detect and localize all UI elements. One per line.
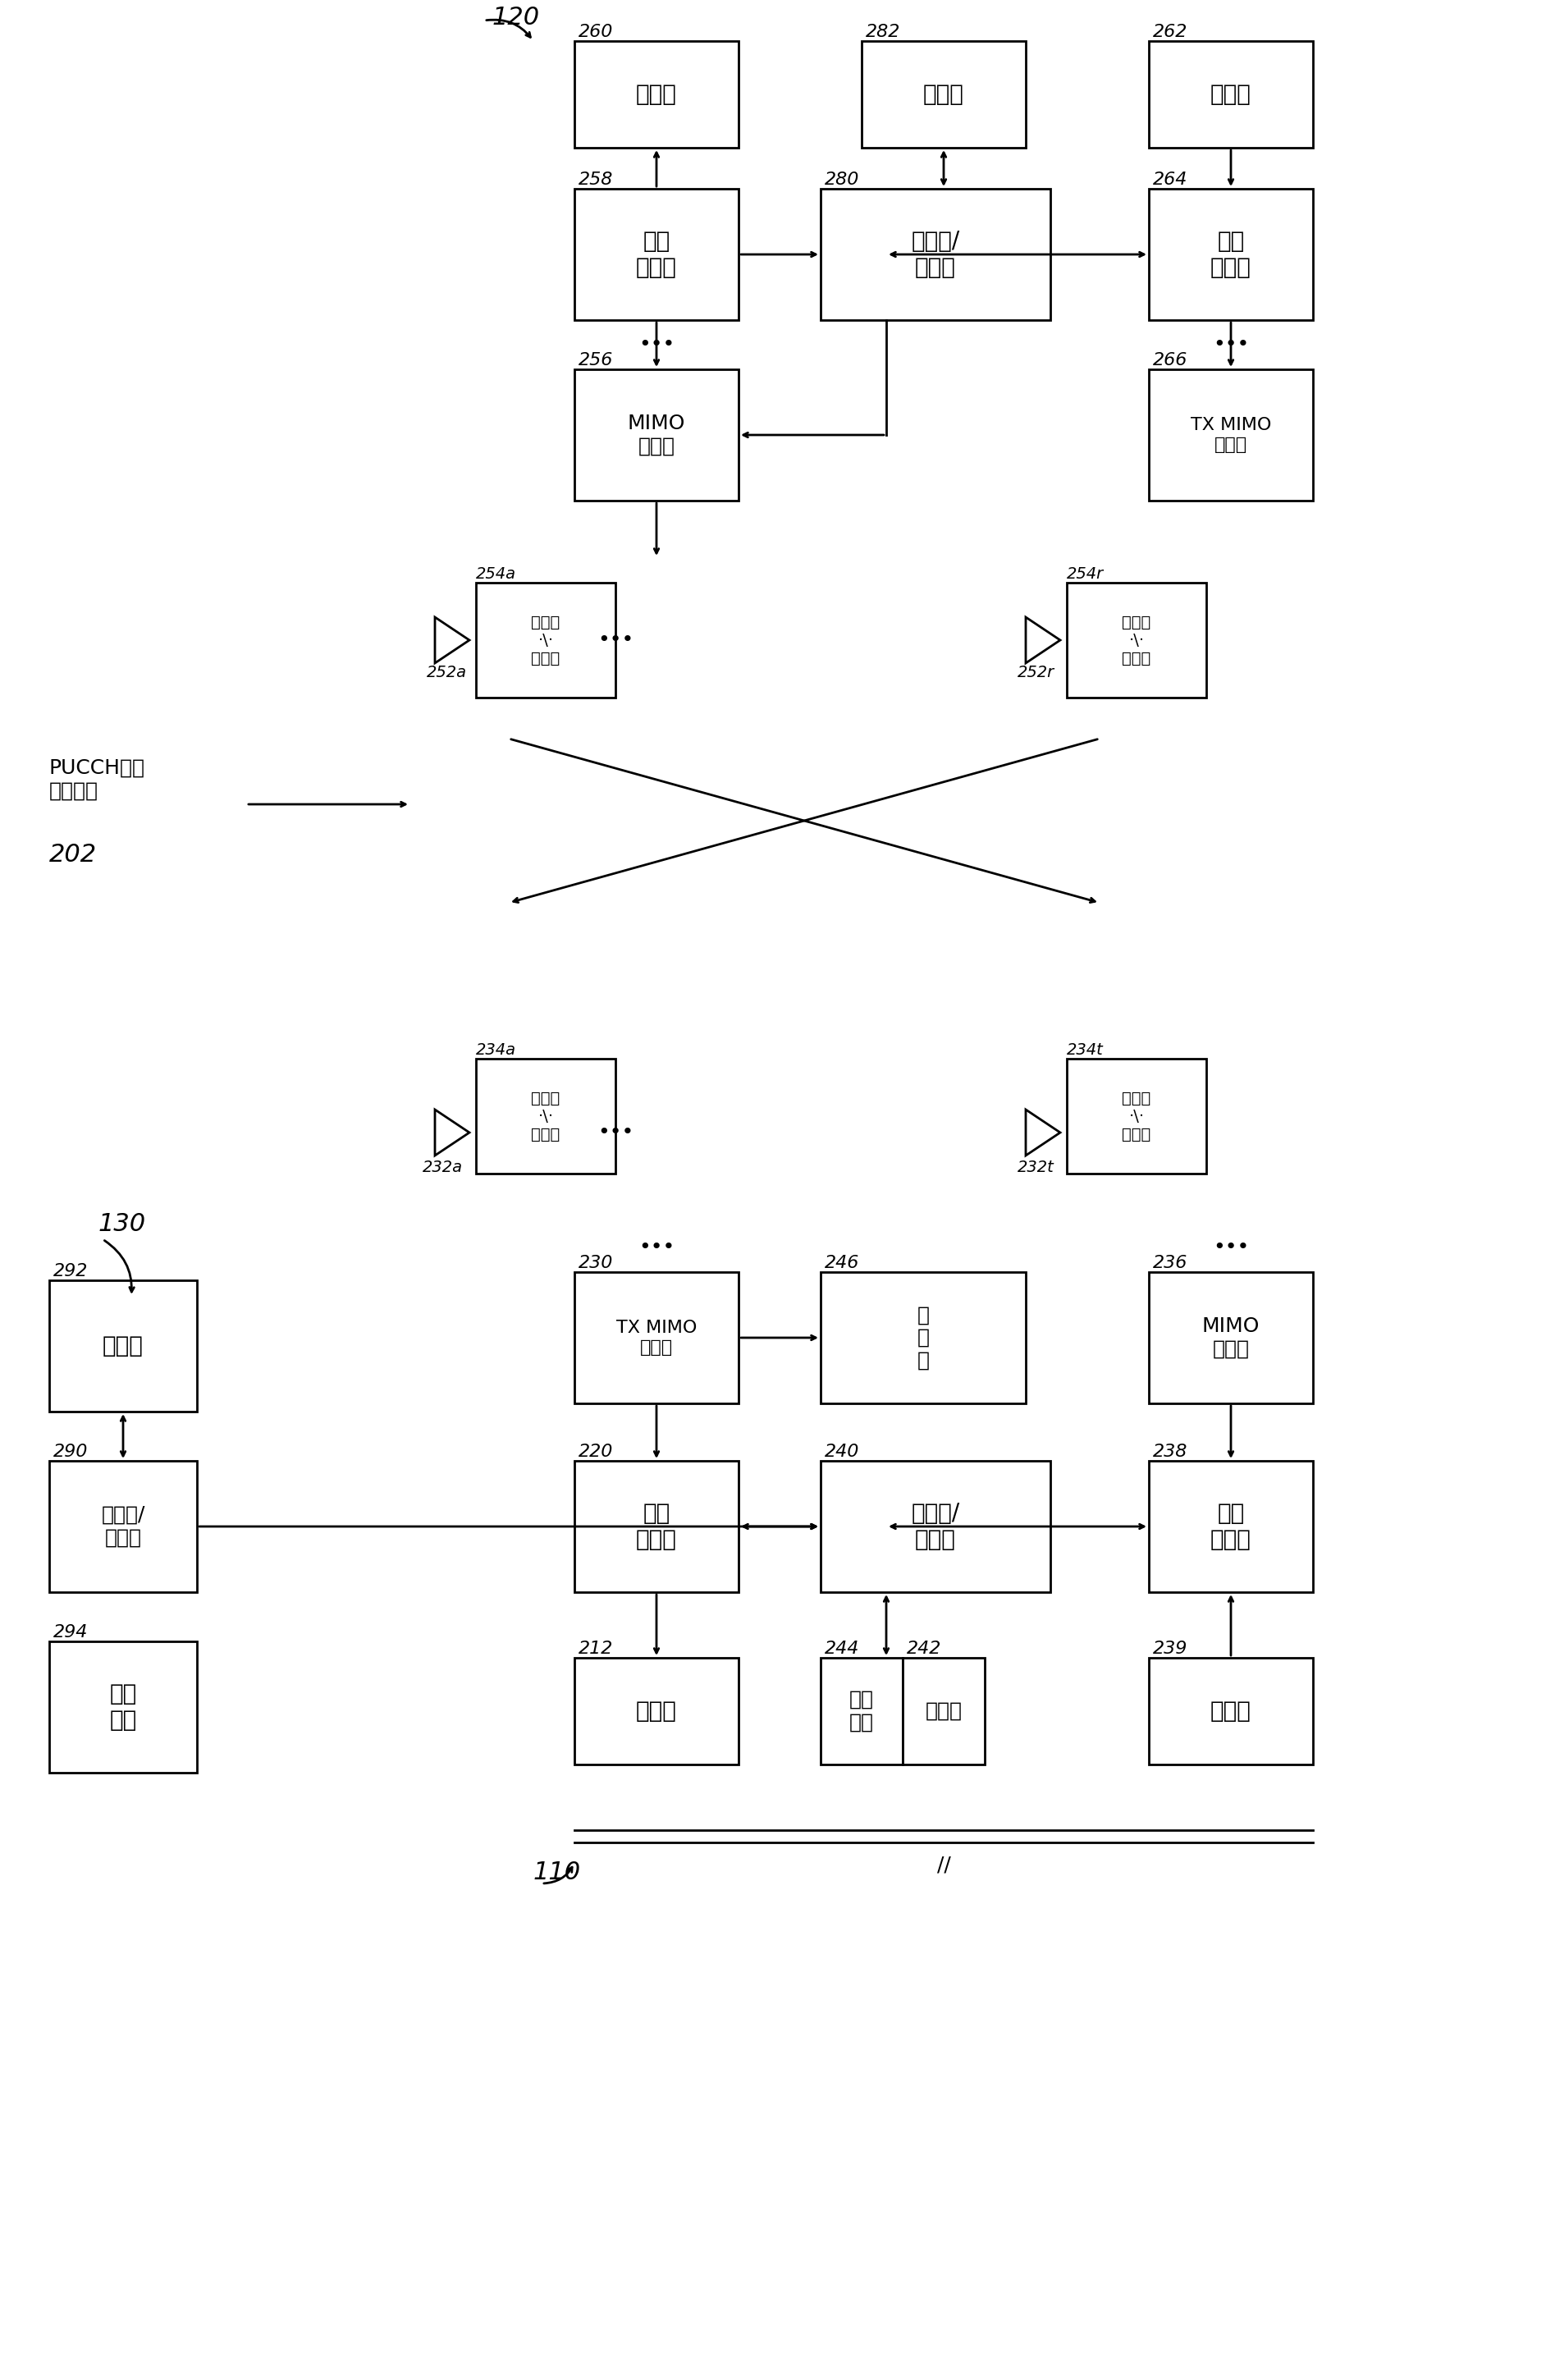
Text: 244: 244	[824, 1640, 860, 1656]
Text: 254r: 254r	[1067, 566, 1104, 581]
Text: 238: 238	[1153, 1445, 1187, 1459]
Text: 数据信: 数据信	[1211, 1699, 1251, 1723]
Text: 存储器: 存储器	[923, 83, 965, 105]
Text: TX MIMO
处理器: TX MIMO 处理器	[1190, 416, 1271, 452]
Text: MIMO
检测器: MIMO 检测器	[1203, 1316, 1260, 1359]
Text: 解调器
·\·
调制器: 解调器 ·\· 调制器	[532, 614, 560, 666]
FancyBboxPatch shape	[49, 1642, 196, 1773]
Text: 数据源: 数据源	[1211, 83, 1251, 105]
FancyBboxPatch shape	[575, 1659, 739, 1764]
FancyBboxPatch shape	[821, 1461, 1050, 1592]
FancyBboxPatch shape	[1149, 1659, 1313, 1764]
Text: 接收
处理器: 接收 处理器	[1211, 1502, 1251, 1552]
Text: MIMO
检测器: MIMO 检测器	[628, 414, 685, 457]
FancyBboxPatch shape	[1149, 1461, 1313, 1592]
Text: 120: 120	[492, 5, 540, 29]
Text: 220: 220	[578, 1445, 614, 1459]
FancyBboxPatch shape	[821, 1271, 1025, 1404]
Text: 282: 282	[866, 24, 900, 40]
Text: 240: 240	[824, 1445, 860, 1459]
Text: 258: 258	[578, 171, 614, 188]
Text: //: //	[937, 1854, 951, 1875]
Text: 256: 256	[578, 352, 614, 369]
Text: 控制器/
处理器: 控制器/ 处理器	[911, 1502, 960, 1552]
Text: 存储器: 存储器	[925, 1702, 962, 1721]
Text: 接收
处理器: 接收 处理器	[635, 228, 677, 278]
FancyBboxPatch shape	[575, 40, 739, 148]
Text: 数据信: 数据信	[635, 83, 677, 105]
Text: 252r: 252r	[1017, 664, 1054, 681]
Text: •••: •••	[597, 631, 634, 650]
Text: 调
制
器: 调 制 器	[917, 1304, 929, 1371]
Text: 264: 264	[1153, 171, 1187, 188]
Text: 发射
处理器: 发射 处理器	[1211, 228, 1251, 278]
Text: 252a: 252a	[427, 664, 467, 681]
FancyBboxPatch shape	[821, 1659, 903, 1764]
FancyBboxPatch shape	[575, 188, 739, 319]
Text: 236: 236	[1153, 1254, 1187, 1271]
Text: 260: 260	[578, 24, 614, 40]
Text: 230: 230	[578, 1254, 614, 1271]
Text: 239: 239	[1153, 1640, 1187, 1656]
Text: 266: 266	[1153, 352, 1187, 369]
Text: 280: 280	[824, 171, 860, 188]
Text: 294: 294	[54, 1623, 88, 1640]
Text: 控制器/
处理器: 控制器/ 处理器	[911, 228, 960, 278]
Text: 246: 246	[824, 1254, 860, 1271]
Text: 发射
处理器: 发射 处理器	[635, 1502, 677, 1552]
Text: 232a: 232a	[422, 1159, 462, 1176]
Text: 262: 262	[1153, 24, 1187, 40]
Text: 232t: 232t	[1017, 1159, 1054, 1176]
Text: 通信
单元: 通信 单元	[110, 1683, 136, 1733]
Text: 234a: 234a	[476, 1042, 516, 1057]
Text: 292: 292	[54, 1264, 88, 1280]
FancyBboxPatch shape	[1149, 369, 1313, 500]
FancyBboxPatch shape	[1149, 40, 1313, 148]
FancyBboxPatch shape	[575, 1271, 739, 1404]
FancyBboxPatch shape	[476, 583, 615, 697]
FancyBboxPatch shape	[49, 1461, 196, 1592]
Text: 控制器/
处理器: 控制器/ 处理器	[100, 1504, 145, 1547]
FancyBboxPatch shape	[821, 188, 1050, 319]
Text: •••: •••	[638, 336, 674, 355]
Text: 数据源: 数据源	[635, 1699, 677, 1723]
FancyBboxPatch shape	[1149, 1271, 1313, 1404]
Text: •••: •••	[1212, 1238, 1249, 1257]
Text: 调制器
·\·
解调器: 调制器 ·\· 解调器	[1122, 1090, 1150, 1142]
Text: 通信
单元: 通信 单元	[849, 1690, 873, 1733]
FancyBboxPatch shape	[476, 1059, 615, 1173]
Text: 290: 290	[54, 1445, 88, 1459]
Text: PUCCH资源
指派信息: PUCCH资源 指派信息	[49, 759, 145, 802]
Text: 234t: 234t	[1067, 1042, 1104, 1057]
Text: 212: 212	[578, 1640, 614, 1656]
Text: 202: 202	[49, 843, 97, 866]
Text: 130: 130	[99, 1211, 147, 1235]
Text: •••: •••	[1212, 336, 1249, 355]
Text: •••: •••	[597, 1123, 634, 1142]
FancyBboxPatch shape	[575, 369, 739, 500]
FancyBboxPatch shape	[861, 40, 1025, 148]
FancyBboxPatch shape	[1067, 583, 1206, 697]
Text: 254a: 254a	[476, 566, 516, 581]
FancyBboxPatch shape	[575, 1461, 739, 1592]
Text: 调制器
·\·
解调器: 调制器 ·\· 解调器	[532, 1090, 560, 1142]
Text: 242: 242	[908, 1640, 942, 1656]
FancyBboxPatch shape	[903, 1659, 985, 1764]
FancyBboxPatch shape	[1149, 188, 1313, 319]
Text: TX MIMO
处理器: TX MIMO 处理器	[617, 1321, 697, 1357]
Text: 110: 110	[533, 1861, 581, 1885]
Text: •••: •••	[638, 1238, 674, 1257]
Text: 解调器
·\·
调制器: 解调器 ·\· 调制器	[1122, 614, 1150, 666]
FancyBboxPatch shape	[49, 1280, 196, 1411]
Text: 存储器: 存储器	[102, 1335, 144, 1357]
FancyBboxPatch shape	[1067, 1059, 1206, 1173]
